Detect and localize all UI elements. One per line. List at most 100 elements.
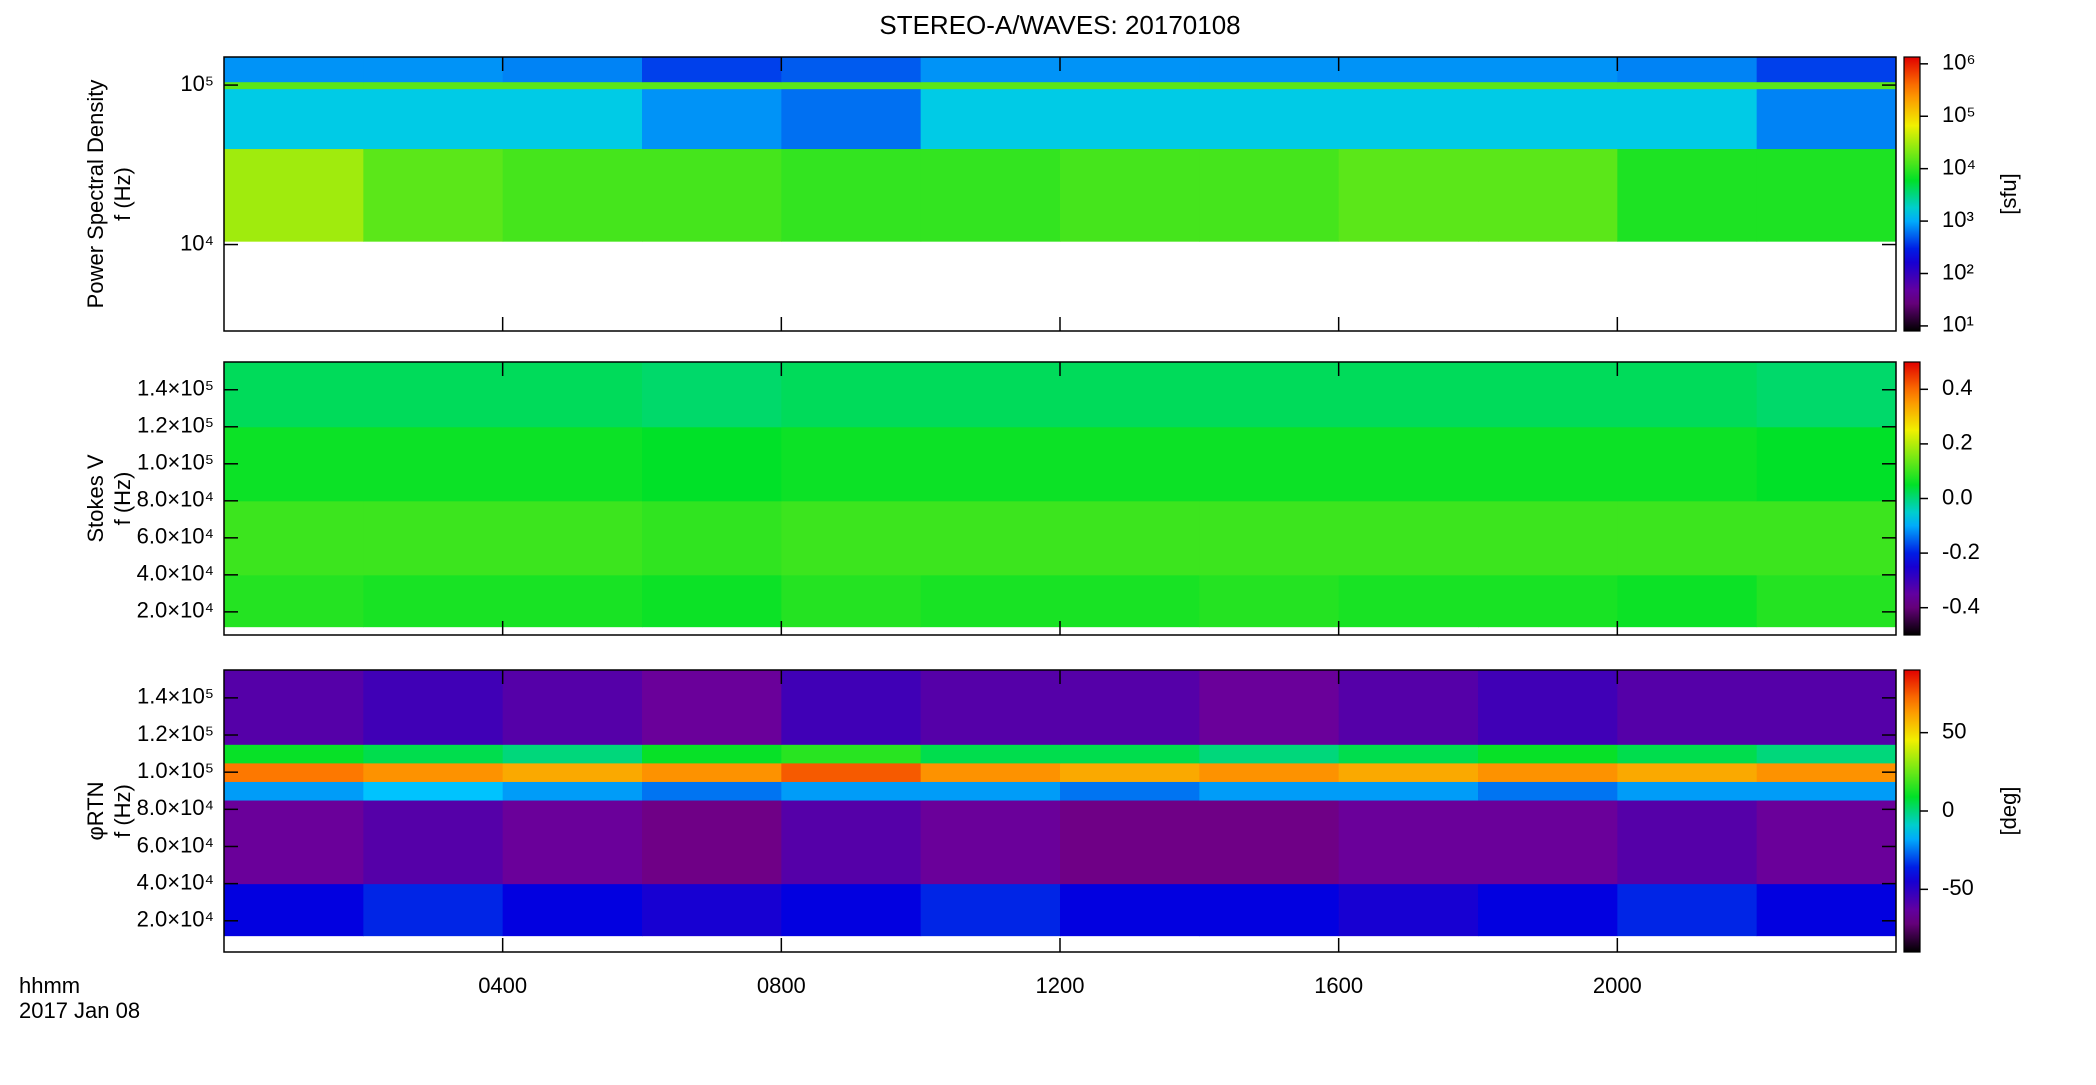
heatmap-cell [1478,362,1618,428]
heatmap-cell [781,800,922,885]
heatmap-cell [502,362,643,428]
heatmap-cell [1478,574,1618,628]
heatmap-cell [1338,800,1479,885]
y-tick-label: 6.0×10⁴ [137,524,214,549]
heatmap-cell [363,800,504,885]
heatmap-cell [502,781,643,801]
heatmap-cell [502,744,643,764]
colorbar-label: [sfu] [1996,173,2021,215]
heatmap-cell [1478,670,1618,745]
colorbar-label: [deg] [1996,787,2021,836]
y-axis-label: f (Hz) [110,472,135,526]
heatmap-cell [1478,148,1618,242]
heatmap-cell [1617,426,1758,502]
heatmap-cell [1199,800,1340,885]
heatmap-cell [1617,362,1758,428]
heatmap-cell [224,88,364,150]
heatmap-cell [642,800,782,885]
heatmap-cell [1617,781,1758,801]
y-tick-label: 2.0×10⁴ [137,907,214,932]
heatmap-cell [920,762,1061,782]
heatmap-cell [781,500,922,576]
heatmap-cell [224,500,364,576]
heatmap-cell [1338,883,1479,937]
heatmap-cell [781,88,922,150]
heatmap-cell [363,81,504,90]
x-axis-label: hhmm [19,973,80,998]
heatmap-cell [1060,426,1200,502]
colorbar-tick-label: 50 [1942,718,1966,743]
heatmap-cell [1338,781,1479,801]
heatmap-cell [1617,57,1758,83]
heatmap-cell [781,762,922,782]
y-tick-label: 6.0×10⁴ [137,832,214,857]
heatmap-cell [642,57,782,83]
heatmap-cell [1199,362,1340,428]
colorbar [1903,56,1921,332]
heatmap-cell [502,762,643,782]
heatmap-cell [1060,883,1200,937]
heatmap-cell [642,148,782,242]
heatmap-cell [1756,88,1897,150]
heatmap-cell [363,670,504,745]
heatmap-cell [502,500,643,576]
heatmap-cell [1338,426,1479,502]
heatmap-cell [1478,781,1618,801]
heatmap-cell [1478,81,1618,90]
heatmap-cell [920,88,1061,150]
heatmap-cell [1756,781,1897,801]
heatmap-cell [363,148,504,242]
heatmap-cell [1060,574,1200,628]
heatmap-cell [1756,883,1897,937]
y-axis-label: φRTN [83,781,108,840]
heatmap-cell [502,148,643,242]
colorbar-tick-label: 10⁵ [1942,102,1976,127]
heatmap-cell [781,426,922,502]
heatmap-cell [642,762,782,782]
heatmap-cell [1756,670,1897,745]
heatmap-cell [502,426,643,502]
heatmap-cell [1478,57,1618,83]
heatmap-cell [1060,781,1200,801]
heatmap-cell [1199,88,1340,150]
heatmap-cell [224,81,364,90]
x-tick-label: 0800 [757,973,806,998]
y-axis-label: Stokes V [83,454,108,542]
heatmap-cell [1756,574,1897,628]
heatmap-cell [224,781,364,801]
heatmap-cell [920,800,1061,885]
heatmap-cell [920,500,1061,576]
heatmap-cell [1199,781,1340,801]
heatmap-cell [224,670,364,745]
colorbar-tick-label: 0.4 [1942,375,1973,400]
colorbar-tick-label: 10³ [1942,207,1974,232]
heatmap-cell [1199,426,1340,502]
heatmap-cell [1199,670,1340,745]
y-tick-label: 1.4×10⁵ [137,376,214,401]
x-tick-label: 0400 [478,973,527,998]
y-tick-label: 10⁴ [180,230,214,255]
heatmap-cell [1060,57,1200,83]
heatmap-cell [1199,500,1340,576]
heatmap-cell [1199,883,1340,937]
heatmap-cell [1060,362,1200,428]
heatmap-cell [781,148,922,242]
heatmap-cell [1478,500,1618,576]
y-tick-label: 1.0×10⁵ [137,450,214,475]
y-tick-label: 1.4×10⁵ [137,684,214,709]
heatmap-cell [224,362,364,428]
heatmap-cell [224,426,364,502]
heatmap-cell [502,670,643,745]
heatmap-cell [642,500,782,576]
heatmap-cell [1617,762,1758,782]
heatmap-cell [1478,88,1618,150]
x-tick-label: 1200 [1036,973,1085,998]
heatmap-cell [642,574,782,628]
heatmap-cell [363,781,504,801]
heatmap-cell [1756,362,1897,428]
heatmap-cell [1060,800,1200,885]
heatmap-cell [1756,81,1897,90]
heatmap-cell [642,883,782,937]
y-axis-label: f (Hz) [110,167,135,221]
heatmap-cell [502,57,643,83]
